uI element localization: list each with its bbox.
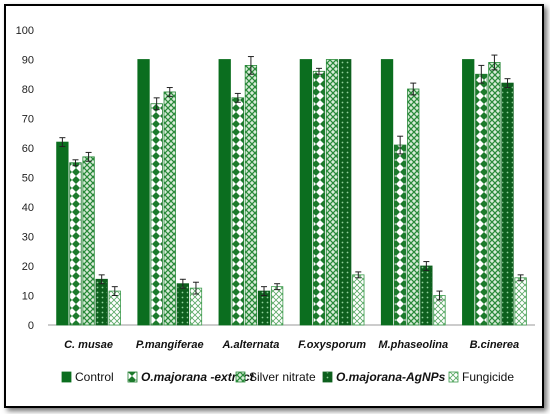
bar: [407, 88, 420, 326]
category-label: A.alternata: [221, 339, 279, 351]
y-tick-label: 10: [22, 291, 34, 303]
y-tick-label: 20: [22, 261, 34, 273]
legend-label: Silver nitrate: [249, 370, 316, 384]
bar: [420, 265, 433, 326]
y-tick-label: 90: [22, 55, 34, 67]
bar: [393, 144, 407, 326]
category-label: C. musae: [64, 339, 113, 351]
y-tick-label: 100: [16, 25, 34, 37]
legend-swatch: [322, 371, 333, 383]
bar: [312, 70, 326, 326]
bar: [163, 91, 176, 326]
legend-label: Fungicide: [462, 370, 514, 384]
bar: [488, 62, 501, 326]
bar: [108, 290, 121, 326]
y-tick-label: 30: [22, 232, 34, 244]
y-axis: 0 10 20 30 40 50 60 70 80 90 100: [16, 25, 535, 332]
legend-swatch: [61, 371, 72, 383]
bar: [231, 97, 244, 326]
legend-swatch: [127, 371, 138, 383]
legend-label: Control: [75, 370, 114, 384]
legend-label: O.majorana-AgNPs: [336, 370, 446, 384]
bar: [501, 82, 514, 326]
bar: [218, 59, 231, 326]
bar: [137, 59, 150, 326]
category-labels: C. musae P.mangiferae A.alternata F.oxyspor…: [64, 339, 519, 351]
y-tick-label: 60: [22, 143, 34, 155]
y-tick-label: 70: [22, 114, 34, 126]
bar: [339, 59, 352, 326]
bars: [56, 54, 527, 326]
bar: [325, 59, 339, 326]
bar: [380, 59, 394, 326]
bar: [244, 65, 258, 326]
bar: [257, 290, 271, 326]
bar: [270, 286, 284, 326]
bar: [514, 277, 527, 326]
category-label: B.cinerea: [470, 339, 520, 351]
category-label: M.phaseolina: [378, 339, 448, 351]
bar: [95, 278, 108, 326]
y-tick-label: 0: [28, 320, 34, 332]
bar: [299, 59, 313, 326]
category-label: F.oxysporum: [298, 339, 366, 351]
y-tick-label: 80: [22, 84, 34, 96]
bar: [56, 141, 69, 326]
legend-label: O.majorana -extract: [141, 370, 255, 384]
y-tick-label: 40: [22, 202, 34, 214]
bar: [176, 283, 190, 326]
bar: [150, 103, 163, 326]
bar: [352, 274, 365, 326]
bar: [462, 59, 475, 326]
bar: [82, 156, 95, 326]
y-tick-label: 50: [22, 173, 34, 185]
legend-swatch: [235, 371, 246, 383]
bar: [475, 73, 488, 326]
bar: [69, 162, 82, 326]
legend-swatch: [448, 371, 459, 383]
category-label: P.mangiferae: [136, 339, 204, 351]
